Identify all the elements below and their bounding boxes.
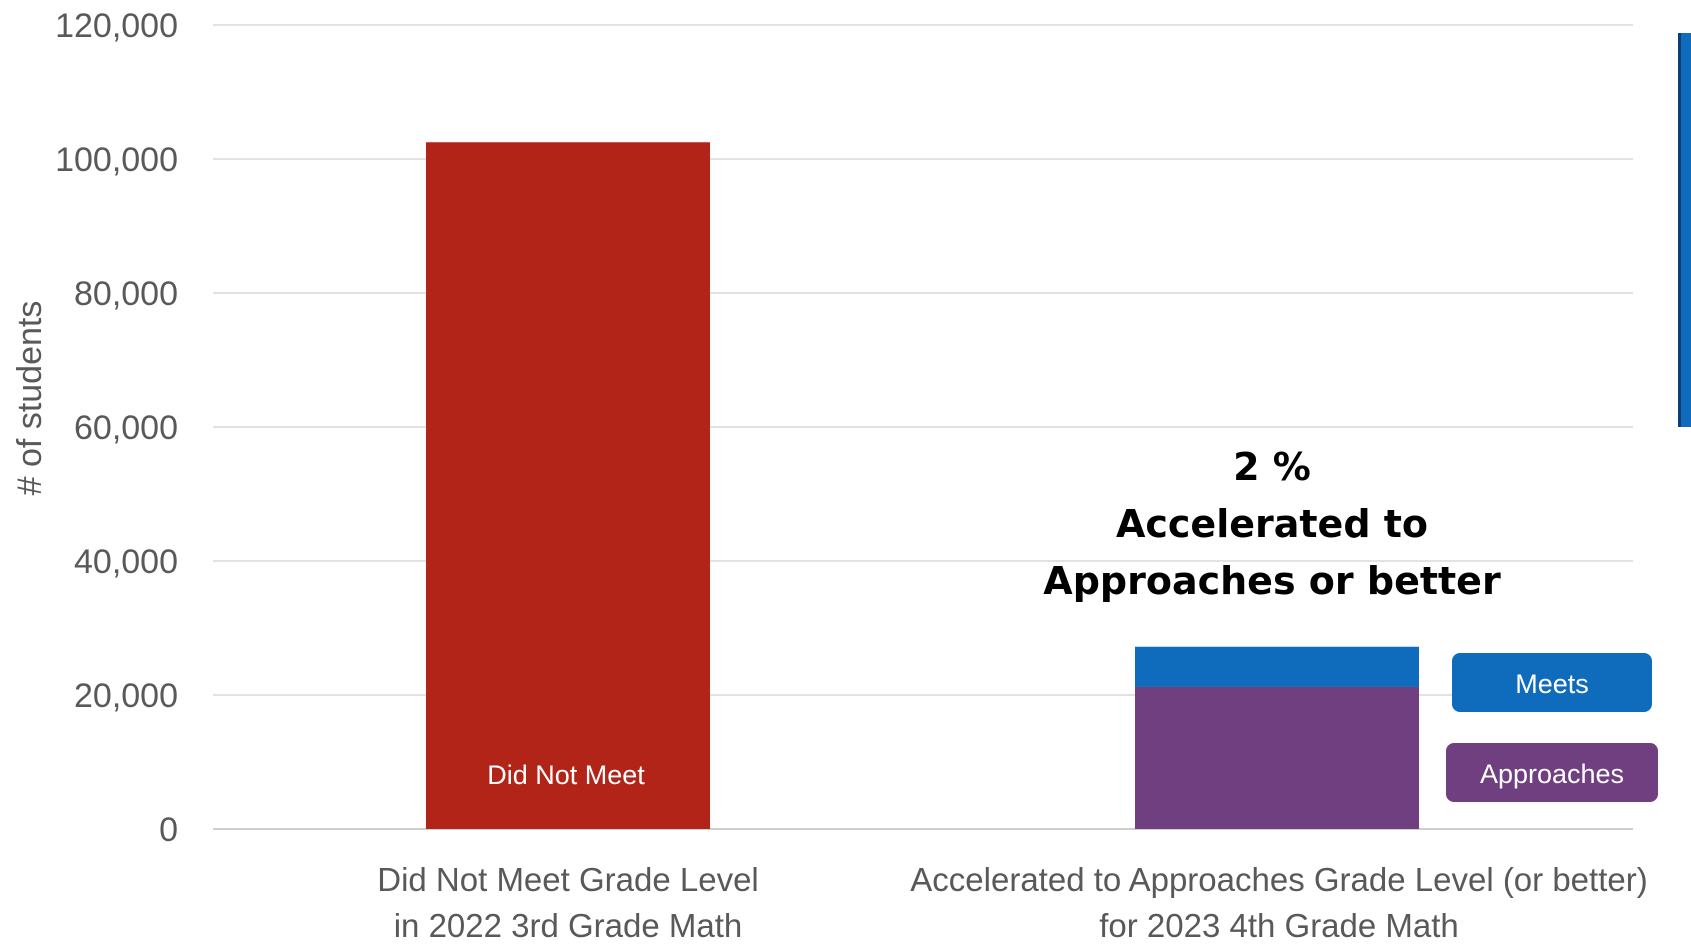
y-tick-label: 60,000 bbox=[74, 409, 178, 447]
bars bbox=[426, 142, 1419, 829]
y-tick-label: 20,000 bbox=[74, 677, 178, 715]
legend-approaches-label: Approaches bbox=[1480, 759, 1624, 789]
x-category-label: in 2022 3rd Grade Math bbox=[394, 907, 743, 944]
annotation-line-approaches: Approaches or better bbox=[1043, 559, 1501, 603]
y-axis-label: # of students bbox=[11, 301, 49, 496]
bar-did-not-meet bbox=[426, 142, 710, 829]
bar-label-did-not-meet: Did Not Meet bbox=[487, 760, 645, 790]
legend-meets-swatch bbox=[1452, 653, 1652, 712]
y-axis-ticks: 0 20,000 40,000 60,000 80,000 100,000 120,000 bbox=[55, 7, 178, 849]
y-tick-label: 120,000 bbox=[55, 7, 178, 45]
x-axis-categories: Did Not Meet Grade Level in 2022 3rd Grad… bbox=[377, 861, 1647, 944]
bar-meets bbox=[1135, 646, 1419, 687]
annotation-line-accelerated: Accelerated to bbox=[1116, 502, 1428, 546]
x-category-label: for 2023 4th Grade Math bbox=[1099, 907, 1459, 944]
right-edge-panel bbox=[1678, 33, 1691, 427]
x-category-label: Did Not Meet Grade Level bbox=[377, 861, 759, 898]
right-edge-panel-border bbox=[1678, 33, 1681, 427]
y-tick-label: 80,000 bbox=[74, 275, 178, 313]
legend-meets-label: Meets bbox=[1515, 669, 1589, 699]
y-tick-label: 0 bbox=[159, 811, 178, 849]
bar-approaches bbox=[1135, 686, 1419, 829]
annotation-line-percent: 2 % bbox=[1233, 445, 1311, 489]
legend: Meets Approaches bbox=[1446, 653, 1658, 802]
y-tick-label: 100,000 bbox=[55, 141, 178, 179]
legend-approaches-swatch bbox=[1446, 743, 1658, 802]
y-tick-label: 40,000 bbox=[74, 543, 178, 581]
annotation-accelerated: 2 % Accelerated to Approaches or better bbox=[1043, 445, 1501, 603]
x-category-label: Accelerated to Approaches Grade Level (o… bbox=[910, 861, 1647, 898]
